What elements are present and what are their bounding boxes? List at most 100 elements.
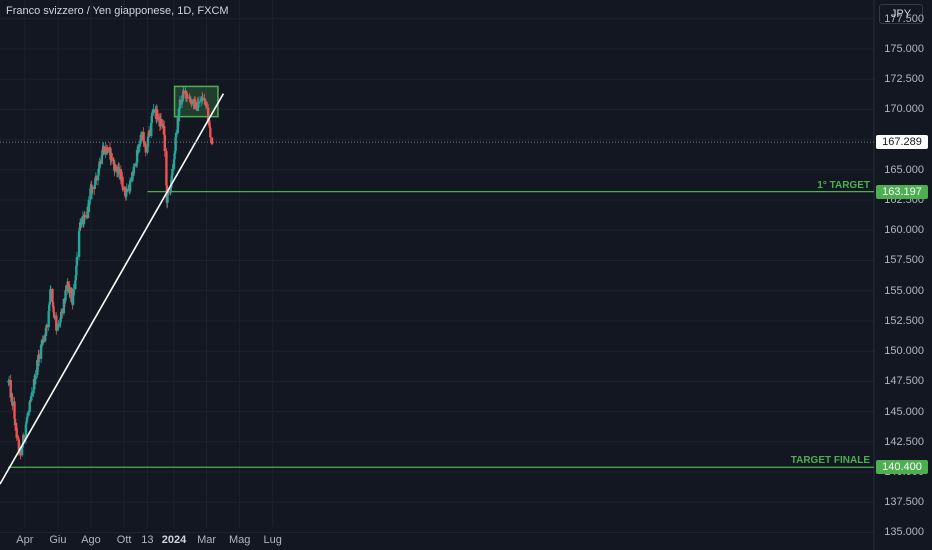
- candle-body: [74, 280, 77, 290]
- candle-body: [11, 401, 15, 406]
- candle-body: [76, 256, 79, 258]
- target-lines: [8, 191, 874, 468]
- candle-body: [138, 143, 142, 147]
- candle-body: [64, 290, 67, 301]
- candle-body: [142, 132, 145, 142]
- candle-body: [87, 199, 91, 213]
- candle-body: [93, 184, 96, 189]
- candle-body: [137, 146, 140, 154]
- x-tick-label: Mar: [197, 534, 217, 546]
- candle-body: [206, 107, 210, 122]
- y-tick-label: 152.500: [884, 314, 924, 327]
- candle-body: [19, 449, 22, 456]
- candle-body: [121, 176, 124, 187]
- candle-body: [125, 188, 129, 193]
- candle-body: [121, 186, 125, 191]
- candle-body: [208, 125, 212, 128]
- candle-body: [201, 98, 204, 101]
- candle-body: [96, 175, 100, 181]
- candle-body: [10, 393, 13, 397]
- candle-body: [142, 141, 146, 144]
- candle-body: [163, 126, 166, 136]
- candle-body: [43, 334, 47, 341]
- candle-body: [57, 323, 60, 328]
- candle-body: [144, 143, 147, 147]
- candle-body: [15, 427, 18, 438]
- y-tick-label: 137.500: [884, 496, 924, 509]
- candle-body: [129, 181, 132, 183]
- candle-body: [112, 160, 115, 162]
- candle-body: [77, 231, 81, 257]
- candle-body: [59, 317, 62, 323]
- candle-body: [152, 109, 155, 112]
- candle-body: [140, 132, 144, 139]
- candle-body: [51, 288, 54, 303]
- candle-body: [78, 228, 81, 232]
- candle-body: [193, 99, 197, 110]
- candle-body: [131, 172, 134, 182]
- y-tick-label: 170.000: [884, 103, 924, 116]
- candle-body: [45, 325, 49, 328]
- trendline[interactable]: [0, 93, 225, 485]
- candle-body: [28, 401, 31, 413]
- chart-title: Franco svizzero / Yen giapponese, 1D, FX…: [6, 5, 229, 17]
- candle-body: [49, 289, 52, 302]
- candle-body: [170, 175, 174, 180]
- candle-body: [181, 94, 184, 102]
- candle-body: [182, 91, 185, 93]
- candle-body: [196, 107, 200, 111]
- candle-body: [95, 176, 98, 181]
- candle-body: [150, 115, 153, 124]
- candle-body: [82, 215, 86, 224]
- candle-body: [94, 178, 97, 185]
- candle-body: [144, 146, 147, 153]
- candle-body: [40, 344, 43, 345]
- y-tick-label: 157.500: [884, 254, 924, 267]
- candle-body: [20, 447, 24, 456]
- currency-button[interactable]: JPY: [879, 4, 923, 24]
- candle-body: [167, 192, 170, 194]
- x-tick-label: Giu: [49, 534, 67, 546]
- candle-body: [161, 123, 165, 129]
- target-price-badge: 163.197: [876, 184, 928, 199]
- candle-body: [166, 192, 169, 203]
- y-tick-label: 147.500: [884, 375, 924, 388]
- candle-body: [102, 146, 106, 155]
- candle-body: [209, 127, 212, 138]
- candle-body: [146, 146, 149, 153]
- candle-body: [89, 188, 92, 200]
- candle-body: [11, 396, 14, 406]
- y-tick-label: 165.000: [884, 163, 924, 176]
- y-tick-label: 175.000: [884, 42, 924, 55]
- candle-body: [169, 187, 172, 193]
- candle-body: [173, 150, 177, 154]
- candle-body: [203, 98, 206, 100]
- candle-body: [32, 379, 36, 390]
- candle-body: [148, 130, 151, 136]
- y-tick-label: 177.500: [884, 12, 924, 25]
- candle-body: [32, 389, 35, 394]
- candle-body: [75, 265, 78, 276]
- candle-body: [59, 312, 63, 318]
- candle-body: [188, 97, 191, 100]
- candle-body: [26, 412, 30, 416]
- candle-body: [61, 310, 64, 314]
- candle-body: [53, 315, 56, 317]
- candle-body: [48, 301, 51, 305]
- candle-body: [17, 437, 20, 440]
- candle-body: [190, 99, 193, 104]
- candle-body: [68, 287, 72, 294]
- candle-body: [97, 168, 100, 176]
- x-tick-label: Mag: [228, 534, 251, 546]
- candle-body: [36, 359, 39, 376]
- candle-body: [132, 173, 135, 177]
- y-tick-label: 172.500: [884, 73, 924, 86]
- candle-body: [210, 137, 214, 145]
- x-tick-label: 13: [141, 534, 154, 546]
- x-tick-label: Apr: [16, 534, 34, 546]
- candle-body: [118, 169, 121, 174]
- candle-body: [39, 344, 43, 359]
- candle-body: [72, 289, 75, 296]
- candle-body: [101, 150, 104, 156]
